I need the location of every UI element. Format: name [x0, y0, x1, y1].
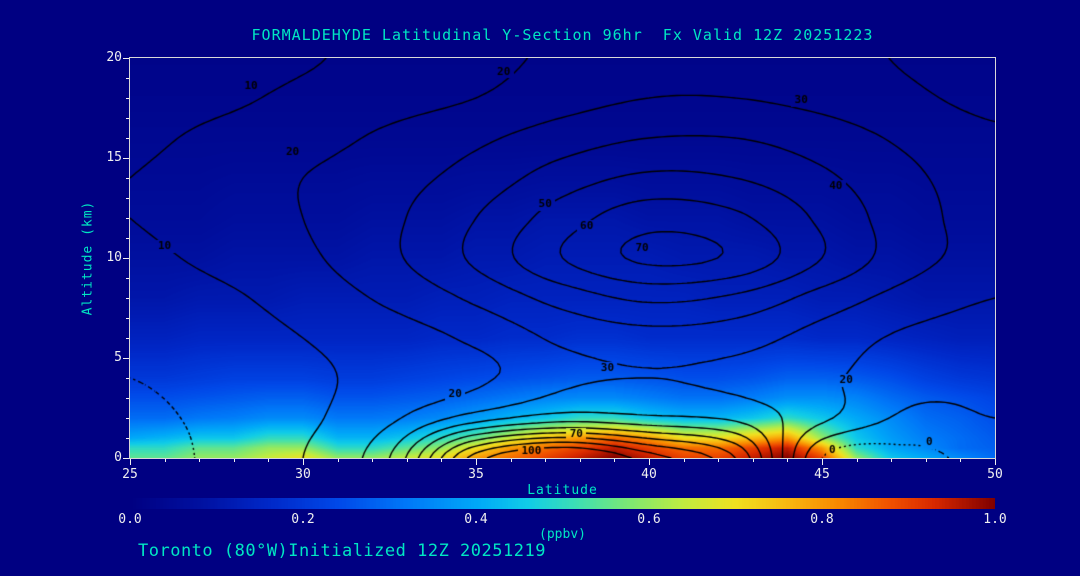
x-minor-tick-mark: [614, 459, 616, 462]
y-tick-label: 20: [106, 50, 122, 65]
y-minor-tick-mark: [126, 278, 129, 279]
y-minor-tick-mark: [126, 238, 129, 239]
x-axis-ticks: 25 30 35 40 45 50: [122, 467, 1003, 483]
y-minor-tick-mark: [126, 418, 129, 419]
y-tick-label: 10: [106, 250, 122, 265]
x-tick-label: 30: [295, 467, 311, 482]
y-minor-tick-mark: [126, 218, 129, 219]
x-tick-mark: [822, 459, 823, 465]
x-tick-label: 45: [814, 467, 830, 482]
colorbar: [130, 498, 995, 509]
x-minor-tick-mark: [579, 459, 581, 462]
x-minor-tick-mark: [545, 459, 547, 462]
y-tick-mark: [123, 158, 129, 159]
x-minor-tick-mark: [787, 459, 789, 462]
x-tick-label: 25: [122, 467, 138, 482]
y-minor-tick-mark: [126, 398, 129, 399]
x-minor-tick-mark: [406, 459, 408, 462]
colorbar-units-label: (ppbv): [539, 527, 586, 542]
ysection-plot-canvas: [130, 58, 995, 458]
y-tick-label: 0: [114, 450, 122, 465]
y-minor-tick-mark: [126, 338, 129, 339]
x-minor-tick-mark: [856, 459, 858, 462]
x-minor-tick-mark: [164, 459, 166, 462]
plot-area: [129, 57, 996, 459]
x-tick-label: 35: [468, 467, 484, 482]
y-minor-tick-mark: [126, 78, 129, 79]
y-minor-tick-mark: [126, 138, 129, 139]
y-minor-tick-mark: [126, 98, 129, 99]
y-tick-mark: [123, 258, 129, 259]
x-minor-tick-mark: [372, 459, 374, 462]
init-info-text: Toronto (80°W)Initialized 12Z 20251219: [138, 541, 546, 561]
y-tick-mark: [123, 358, 129, 359]
x-minor-tick-mark: [683, 459, 685, 462]
colorbar-tick-label: 0.8: [810, 512, 834, 527]
x-minor-tick-mark: [441, 459, 443, 462]
y-tick-mark: [123, 58, 129, 59]
x-tick-mark: [130, 459, 131, 465]
x-minor-tick-mark: [960, 459, 962, 462]
x-minor-tick-mark: [268, 459, 270, 462]
plot-title: FORMALDEHYDE Latitudinal Y-Section 96hr …: [251, 26, 874, 44]
x-tick-mark: [303, 459, 304, 465]
x-tick-label: 50: [987, 467, 1003, 482]
colorbar-tick-label: 1.0: [983, 512, 1007, 527]
x-axis-title: Latitude: [527, 483, 598, 498]
y-minor-tick-mark: [126, 378, 129, 379]
x-tick-mark: [649, 459, 650, 465]
y-axis-ticks: 0 5 10 15 20: [58, 50, 122, 465]
x-minor-tick-mark: [233, 459, 235, 462]
x-tick-mark: [995, 459, 996, 465]
y-minor-tick-mark: [126, 178, 129, 179]
y-minor-tick-mark: [126, 298, 129, 299]
x-minor-tick-mark: [925, 459, 927, 462]
y-minor-tick-mark: [126, 318, 129, 319]
x-minor-tick-mark: [199, 459, 201, 462]
y-minor-tick-mark: [126, 118, 129, 119]
x-tick-label: 40: [641, 467, 657, 482]
y-tick-label: 5: [114, 350, 122, 365]
colorbar-tick-label: 0.2: [291, 512, 315, 527]
y-tick-label: 15: [106, 150, 122, 165]
y-minor-tick-mark: [126, 438, 129, 439]
colorbar-tick-label: 0.4: [464, 512, 488, 527]
colorbar-tick-label: 0.0: [118, 512, 142, 527]
x-tick-mark: [476, 459, 477, 465]
y-tick-mark: [123, 458, 129, 459]
x-minor-tick-mark: [891, 459, 893, 462]
x-minor-tick-mark: [510, 459, 512, 462]
x-minor-tick-mark: [718, 459, 720, 462]
colorbar-tick-label: 0.6: [637, 512, 661, 527]
x-minor-tick-mark: [752, 459, 754, 462]
y-minor-tick-mark: [126, 198, 129, 199]
x-minor-tick-mark: [337, 459, 339, 462]
colorbar-tick-labels: 0.0 0.2 0.4 0.6 0.8 1.0: [118, 512, 1006, 527]
